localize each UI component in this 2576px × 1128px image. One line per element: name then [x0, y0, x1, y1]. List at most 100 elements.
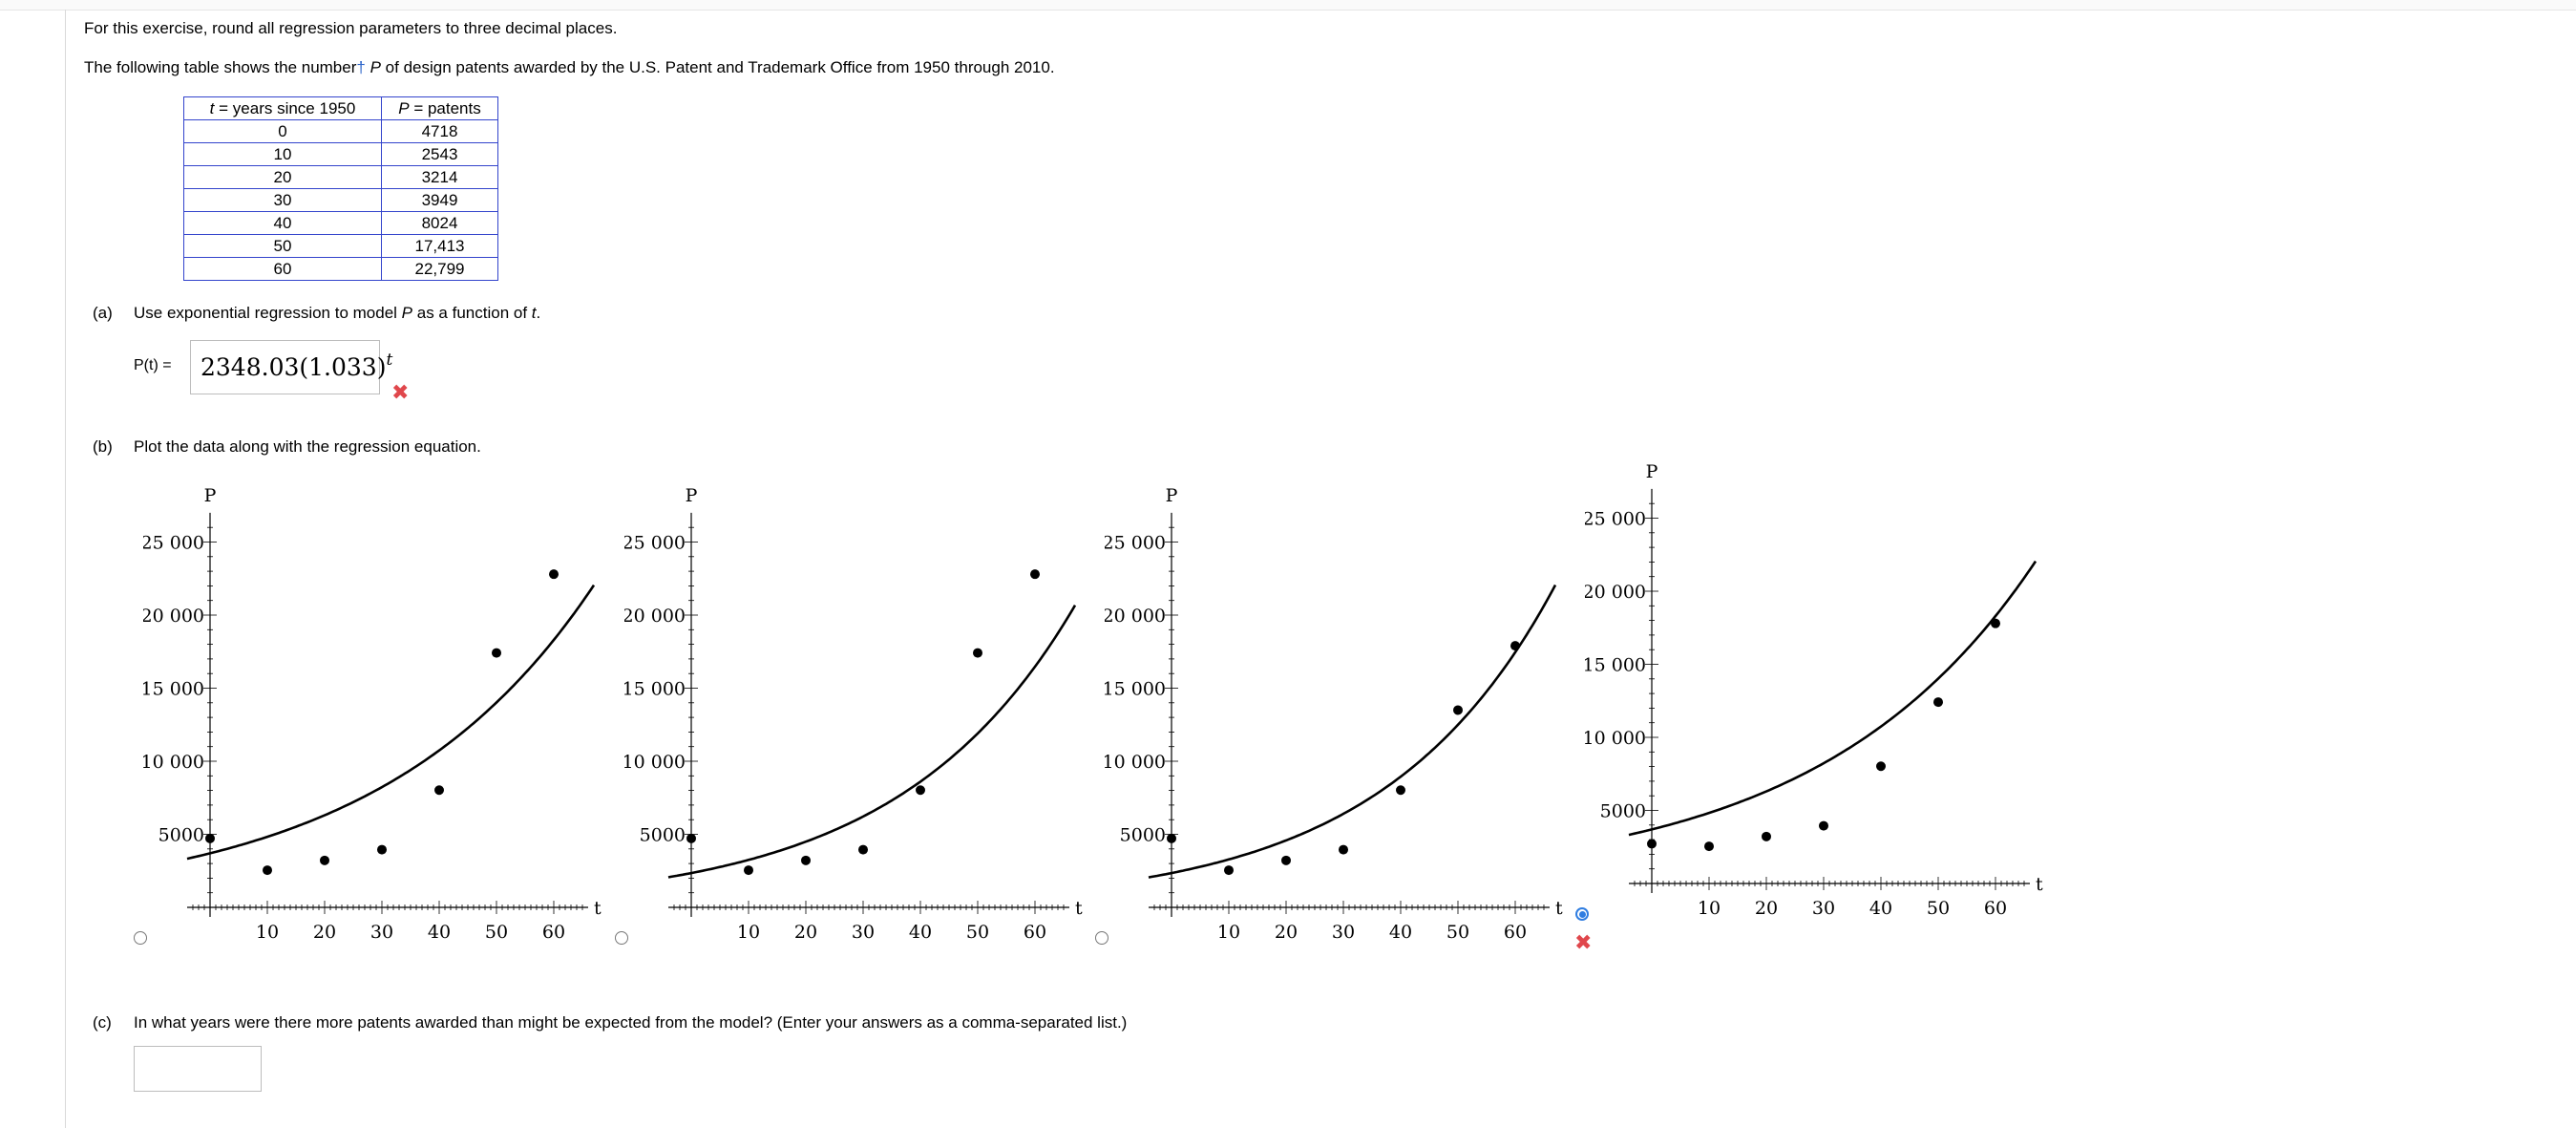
table-cell: 60: [183, 257, 382, 281]
table-row: 60 22,799: [183, 257, 498, 281]
x-tick-label: 10: [1217, 922, 1240, 941]
y-tick-label: 25 000: [143, 533, 204, 554]
function-label: P(t) =: [134, 357, 172, 373]
dagger-link[interactable]: †: [356, 58, 366, 76]
top-bar: [0, 0, 2576, 11]
statement-before: The following table shows the number: [84, 58, 357, 76]
x-tick-label: 30: [1812, 898, 1835, 917]
part-a-var-t: t: [531, 304, 537, 322]
table-cell: 17,413: [381, 234, 498, 258]
graph-option-3-radio[interactable]: [1095, 931, 1109, 945]
table-cell: 50: [183, 234, 382, 258]
y-tick-label: 15 000: [1585, 655, 1646, 676]
table-row: 10 2543: [183, 142, 498, 166]
table-cell: 8024: [381, 211, 498, 235]
statement-var: P: [370, 58, 381, 76]
y-tick-label: 20 000: [624, 606, 686, 627]
data-point: [1647, 839, 1657, 849]
x-tick-label: 60: [542, 922, 565, 941]
x-tick-label: 50: [1446, 922, 1469, 941]
part-b-label: (b): [93, 437, 113, 456]
x-tick-label: 60: [1024, 922, 1046, 941]
y-tick-label: 15 000: [624, 679, 686, 700]
x-tick-label: 30: [852, 922, 875, 941]
graph-option-4-radio[interactable]: [1575, 907, 1589, 921]
y-tick-label: 25 000: [1585, 509, 1646, 530]
part-b-prompt: Plot the data along with the regression …: [134, 437, 481, 456]
y-tick-label: 20 000: [143, 606, 204, 627]
y-tick-label: 20 000: [1585, 582, 1646, 603]
table-row: 20 3214: [183, 165, 498, 189]
left-rule: [65, 10, 66, 1128]
table-row: 50 17,413: [183, 234, 498, 258]
x-tick-label: 40: [1869, 898, 1892, 917]
y-tick-label: 10 000: [624, 752, 686, 773]
x-tick-label: 50: [485, 922, 508, 941]
x-axis-label: t: [1555, 898, 1563, 919]
regression-curve: [667, 605, 1077, 879]
statement-after: of design patents awarded by the U.S. Pa…: [385, 58, 1055, 76]
part-c-prompt: In what years were there more patents aw…: [134, 1013, 1128, 1032]
x-axis-label: t: [2036, 874, 2043, 895]
graph-option-2: 10 20 30 40 50 60 5000 10 000 15 000 20 000 25 000…: [624, 485, 1083, 941]
data-point: [1281, 855, 1291, 865]
graph-option-2-radio[interactable]: [615, 931, 628, 945]
x-tick-label: 30: [1332, 922, 1355, 941]
x-tick-label: 60: [1984, 898, 2007, 917]
x-tick-label: 20: [794, 922, 817, 941]
y-tick-label: 5000: [640, 825, 686, 846]
data-point: [1030, 569, 1040, 580]
x-tick-label: 10: [737, 922, 760, 941]
data-point: [1167, 833, 1176, 843]
x-tick-label: 40: [1389, 922, 1412, 941]
part-a-incorrect-icon: ✖: [391, 380, 410, 404]
data-point: [686, 833, 696, 843]
data-point: [1339, 844, 1348, 855]
data-point: [1933, 697, 1943, 708]
x-axis-label: t: [594, 898, 602, 919]
data-point: [858, 844, 868, 855]
regression-curve: [1148, 584, 1557, 879]
table-row: 0 4718: [183, 119, 498, 143]
y-tick-label: 10 000: [1585, 728, 1646, 749]
data-point: [801, 855, 811, 865]
table-cell: 22,799: [381, 257, 498, 281]
y-axis-label: P: [1646, 461, 1658, 482]
data-point: [1991, 618, 2000, 628]
graph-option-1-radio[interactable]: [134, 931, 147, 945]
part-a-text-mid: as a function of: [416, 304, 528, 322]
x-tick-label: 40: [909, 922, 932, 941]
table-header-cell: t = years since 1950: [183, 96, 382, 120]
y-axis-label: P: [686, 485, 698, 506]
table-header-row: t = years since 1950 P = patents: [183, 96, 498, 120]
part-c-answer-field[interactable]: [134, 1046, 262, 1092]
data-point: [973, 648, 982, 658]
data-point: [1224, 865, 1234, 876]
data-point: [492, 648, 501, 658]
table-cell: 2543: [381, 142, 498, 166]
data-point: [1762, 831, 1771, 841]
x-tick-label: 60: [1504, 922, 1527, 941]
part-a-answer-field[interactable]: 2348.03(1.033) t: [190, 340, 392, 394]
table-cell: 20: [183, 165, 382, 189]
data-point: [434, 785, 444, 796]
part-a-text-before: Use exponential regression to model: [134, 304, 397, 322]
table-header-var: t: [209, 98, 215, 117]
part-a-label: (a): [93, 304, 113, 322]
data-point: [1396, 785, 1405, 796]
table-cell: 30: [183, 188, 382, 212]
regression-curve: [1628, 560, 2038, 837]
y-axis-label: P: [204, 485, 217, 506]
table-cell: 0: [183, 119, 382, 143]
data-point: [1819, 820, 1828, 831]
y-tick-label: 15 000: [1105, 679, 1166, 700]
part-b-incorrect-icon: ✖: [1574, 930, 1593, 954]
problem-statement: The following table shows the number† P …: [84, 58, 1055, 77]
data-point: [320, 855, 329, 865]
table-cell: 3949: [381, 188, 498, 212]
data-point: [377, 844, 387, 855]
x-tick-label: 50: [1927, 898, 1950, 917]
part-a-answer-exponent: t: [386, 350, 393, 370]
x-tick-label: 10: [256, 922, 279, 941]
data-point: [1704, 841, 1714, 852]
